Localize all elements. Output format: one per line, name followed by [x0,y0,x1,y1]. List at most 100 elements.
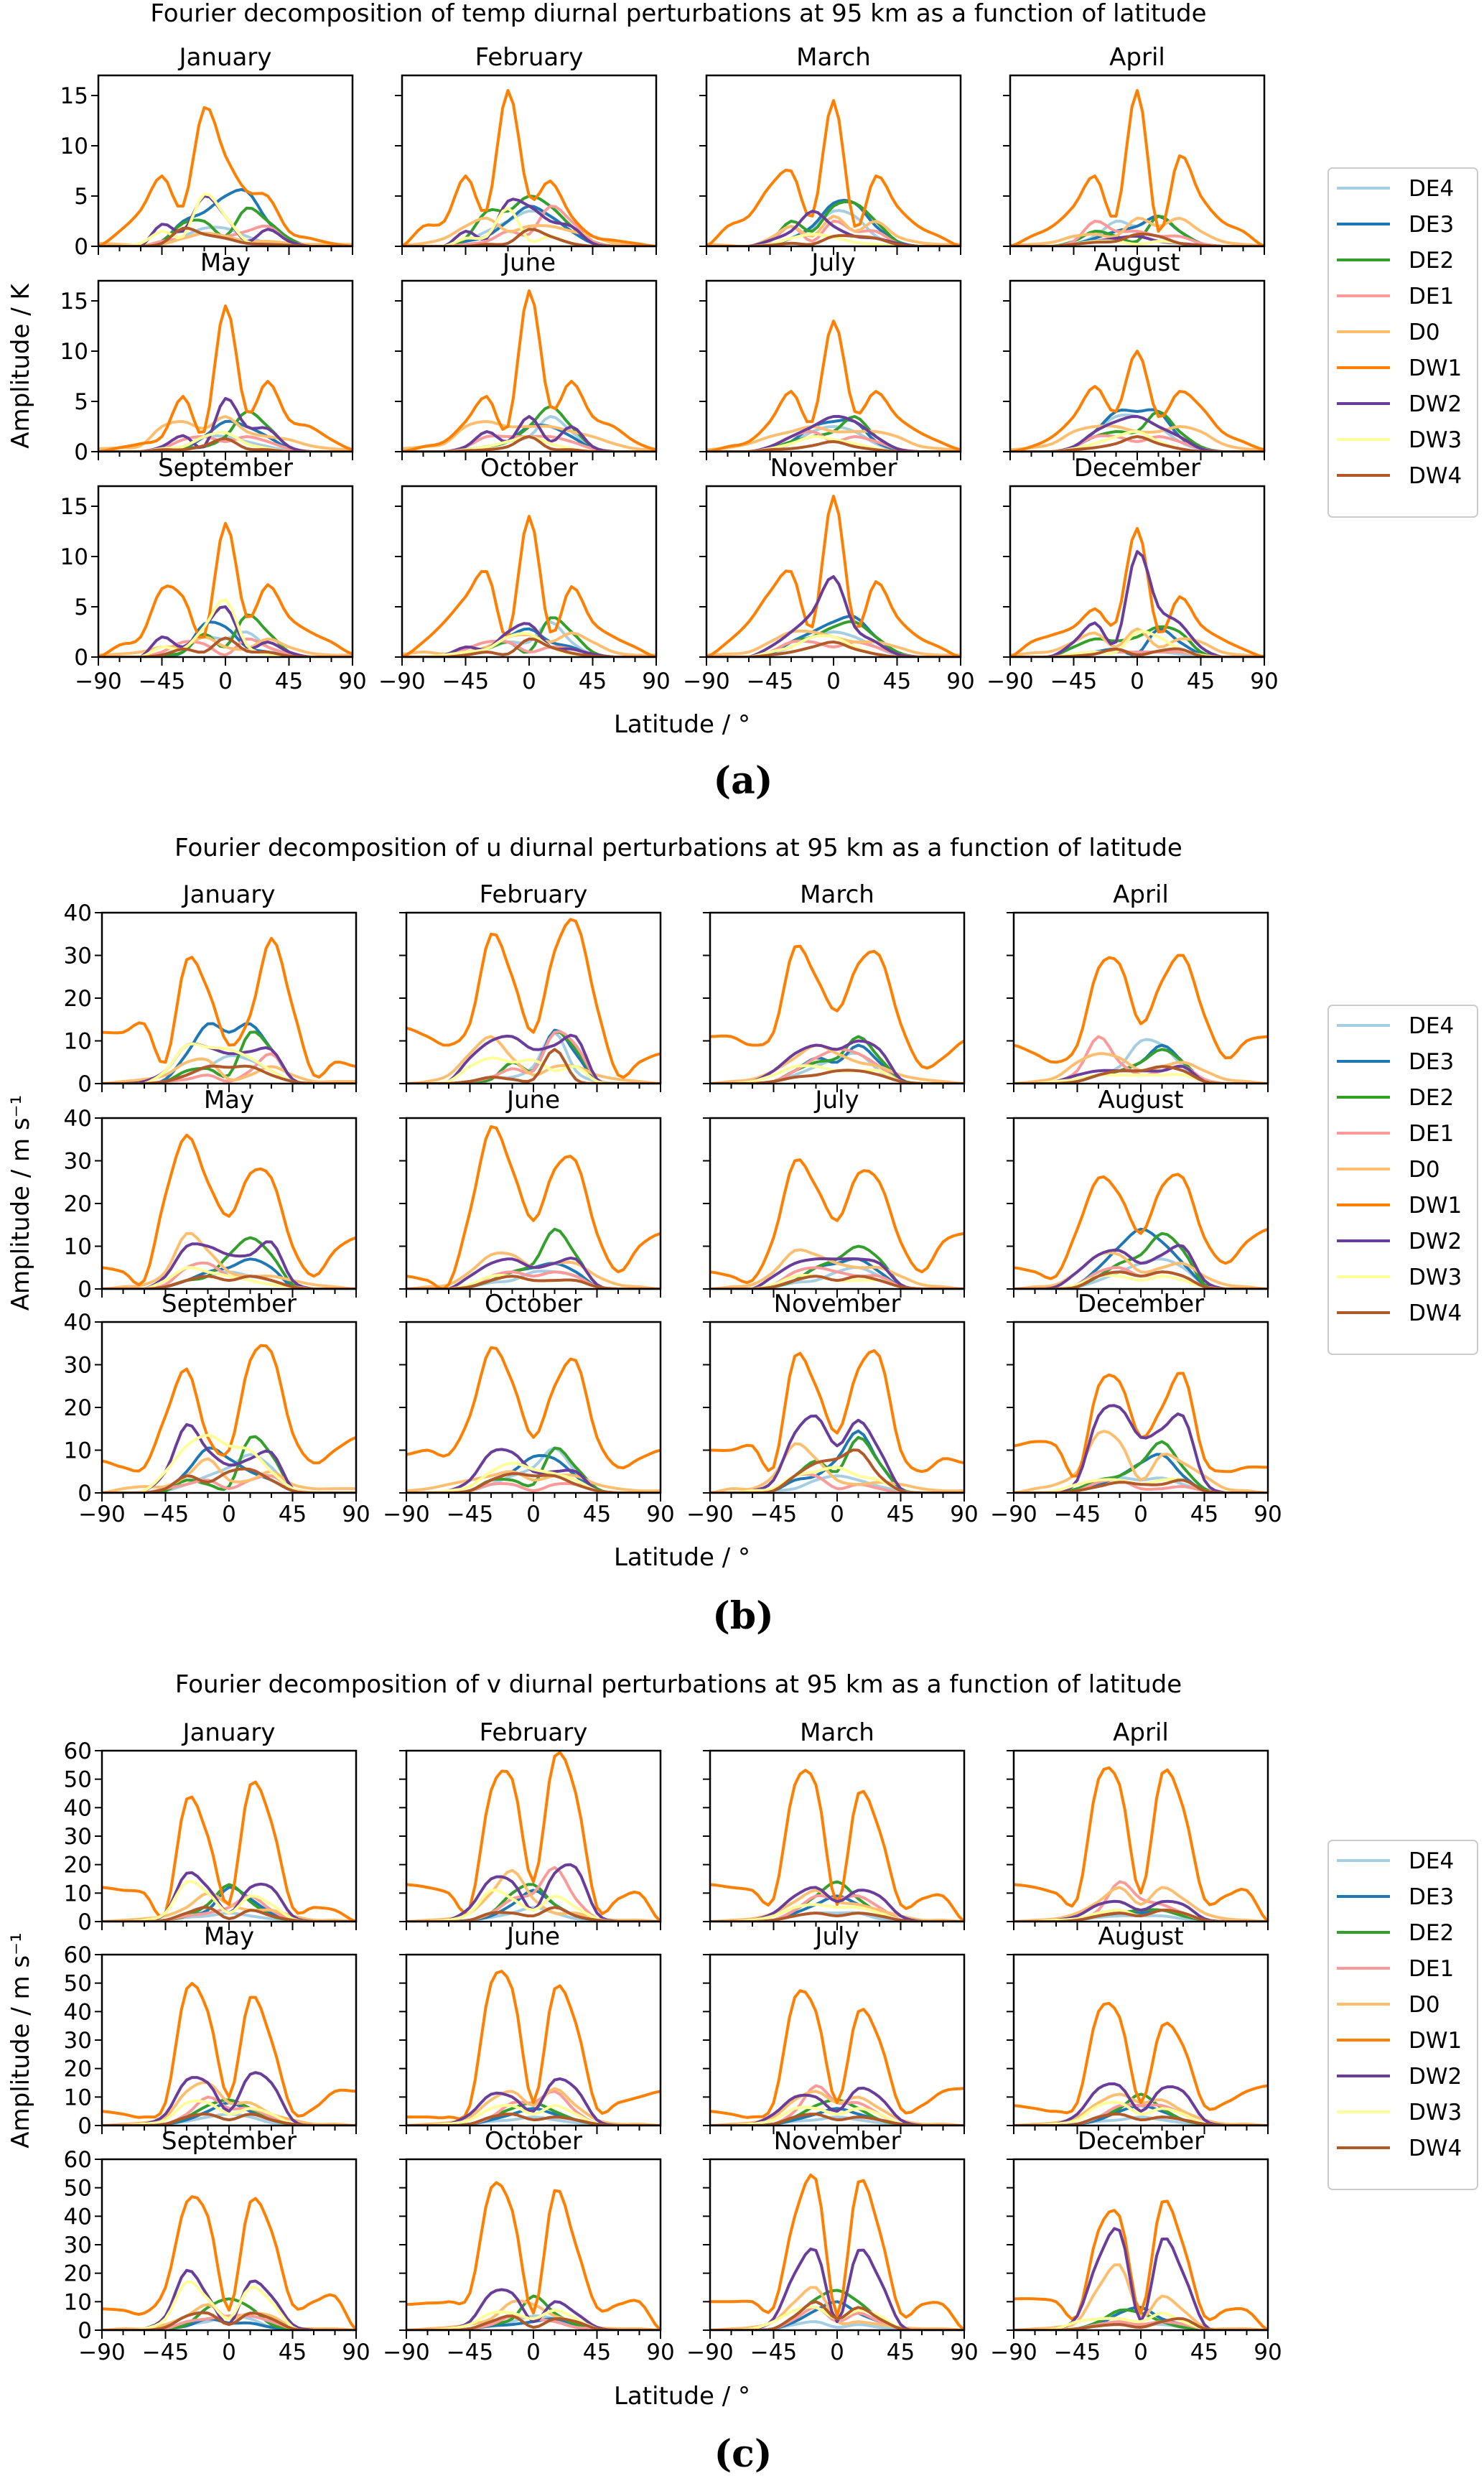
series-line-de1 [102,2314,356,2330]
x-tick-label: 90 [646,1502,674,1527]
series-line-de4 [1014,2115,1268,2126]
x-tick-label: 45 [579,669,607,694]
series-line-dw2 [98,605,353,657]
series-line-de1 [1014,1035,1268,1084]
series-line-dw4 [406,1906,661,1922]
subplot-title: May [204,1922,254,1951]
legend-label-de1: DE1 [1409,1121,1454,1147]
series-line-d0 [710,2286,964,2330]
series-line-de4 [98,225,353,246]
series-line-d0 [98,636,353,657]
series-line-dw4 [1014,1909,1268,1922]
series-line-dw4 [406,1275,661,1289]
x-tick-label: −90 [986,669,1033,694]
series-line-de2 [1014,1048,1268,1084]
subplot-february: February [395,43,658,255]
series-line-de2 [406,1883,661,1922]
subplot-title: March [796,43,871,72]
x-tick-label: −90 [383,2340,429,2365]
x-tick-label: 45 [883,669,911,694]
series-line-d0 [710,1248,964,1289]
series-line-de4 [710,1911,964,1922]
series-line-dw3 [1014,1274,1268,1289]
series-line-dw1 [706,320,961,452]
x-tick-label: −45 [750,2340,797,2365]
series-line-de3 [98,620,353,657]
legend-label-dw4: DW4 [1409,1300,1462,1326]
x-tick-label: −90 [78,1502,125,1527]
series-line-de3 [406,2107,661,2126]
x-tick-label: 0 [222,1502,236,1527]
subplot-title: August [1095,248,1180,277]
series-line-dw4 [706,440,961,452]
subplot-december: December −90 −45 0 45 90 [990,1290,1282,1527]
y-tick-label: 40 [64,2204,92,2230]
legend-label-dw3: DW3 [1409,427,1462,453]
subplot-title: June [505,1086,560,1114]
legend-label-de1: DE1 [1409,284,1454,309]
series-line-dw2 [1010,235,1264,246]
series-line-de1 [102,1894,356,1922]
series-line-de2 [406,1446,661,1493]
x-tick-label: −45 [1050,669,1097,694]
series-line-dw2 [1014,1244,1268,1289]
subplot-title: October [485,1290,582,1318]
legend-label-dw1: DW1 [1409,355,1462,381]
y-tick-label: 20 [64,2261,92,2287]
series-line-de1 [1014,1880,1268,1922]
series-line-dw1 [710,1349,964,1474]
x-tick-label: 90 [950,2340,978,2365]
series-line-de2 [406,1227,661,1289]
series-line-dw2 [706,414,961,452]
legend-label-dw3: DW3 [1409,1265,1462,1290]
series-line-de2 [102,2098,356,2126]
y-tick-label: 30 [64,1353,92,1379]
series-line-dw3 [1014,1073,1268,1084]
series-line-d0 [1014,1430,1268,1493]
subplot-title: April [1109,43,1165,72]
series-line-de4 [706,630,961,657]
series-line-de3 [1014,1227,1268,1289]
subplot-september: September 0 10 20 30 40 −90 −45 0 45 90 [64,1290,370,1527]
series-line-d0 [1014,1251,1268,1289]
x-tick-label: 0 [830,2340,844,2365]
y-tick-label: 5 [74,389,88,415]
legend-label-de1: DE1 [1409,1956,1454,1982]
series-line-dw3 [102,1433,356,1493]
series-line-de1 [406,1482,661,1493]
x-tick-label: 45 [583,2340,611,2365]
legend-box [1327,167,1478,518]
y-tick-label: 10 [64,1438,92,1464]
series-line-dw1 [710,944,964,1070]
subplot-january: January 0 10 20 30 40 [64,880,358,1097]
subplot-may: May 0 5 10 15 [60,248,354,465]
axes-frame [101,2158,358,2332]
series-line-de4 [402,620,656,657]
y-tick-label: 5 [74,595,88,620]
x-tick-label: −45 [139,669,185,694]
series-line-dw4 [706,641,961,657]
series-line-dw1 [402,89,656,246]
axes-frame [101,1749,358,1923]
series-line-dw3 [1010,239,1264,246]
y-tick-label: 30 [64,944,92,969]
subplot-february: February [399,1718,662,1930]
legend-label-dw1: DW1 [1409,2028,1462,2054]
y-tick-label: 0 [78,1071,92,1097]
y-axis-label: Amplitude / K [6,283,35,449]
series-line-dw1 [98,106,353,246]
series-line-de4 [102,1453,356,1493]
series-line-dw2 [402,197,656,246]
series-line-dw3 [706,634,961,657]
x-tick-label: 90 [342,1502,370,1527]
series-line-dw4 [98,226,353,246]
series-line-dw2 [1010,415,1264,452]
legend: DE4 DE3 DE2 DE1 D0 DW1 DW2 DW3 DW4 [1327,1005,1478,1355]
subplot-title: March [800,1718,874,1747]
subplot-title: November [774,1290,901,1318]
series-line-dw2 [710,1257,964,1289]
series-line-de4 [406,1030,661,1084]
y-tick-label: 10 [64,1234,92,1260]
figure-title: Fourier decomposition of temp diurnal pe… [150,0,1206,28]
